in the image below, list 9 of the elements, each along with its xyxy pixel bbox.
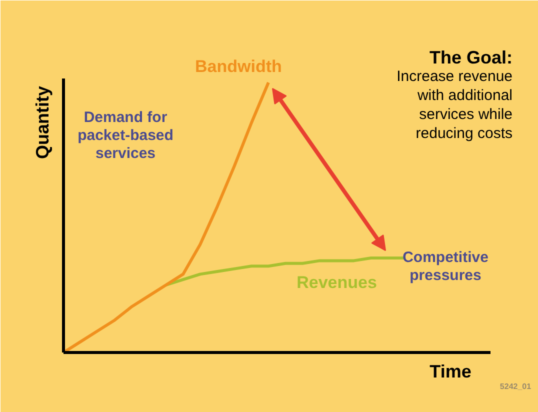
series-label: Revenues xyxy=(296,273,377,292)
annotation: Demand for packet-based services xyxy=(78,109,174,162)
text: The Goal: xyxy=(429,48,513,68)
x-axis-title: Time xyxy=(430,362,472,382)
text: Increase revenue with additional services while reducing costs xyxy=(396,68,513,142)
series-label: Bandwidth xyxy=(195,57,282,76)
y-axis-title: Quantity xyxy=(32,86,52,159)
text: 5242_01 xyxy=(500,382,532,391)
annotation: Competitive pressures xyxy=(402,249,488,284)
